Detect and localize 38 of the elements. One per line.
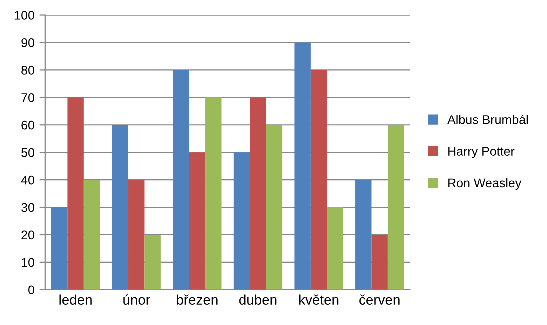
bar <box>68 98 84 290</box>
y-tick-label: 90 <box>22 38 34 48</box>
y-tick-label: 60 <box>22 120 34 130</box>
legend-label: Harry Potter <box>448 147 515 158</box>
y-tick-label: 30 <box>22 203 34 212</box>
bar <box>51 208 68 290</box>
y-tick-label: 100 <box>15 11 34 20</box>
legend-label: Ron Weasley <box>448 178 522 190</box>
bar <box>266 125 283 290</box>
bar <box>250 98 266 290</box>
bar <box>206 98 222 290</box>
y-tick-label: 40 <box>21 176 34 185</box>
bar <box>356 180 372 290</box>
bar <box>310 70 328 290</box>
bar <box>84 180 100 290</box>
bar <box>112 125 129 290</box>
x-tick-label: březen <box>177 294 218 305</box>
y-tick-label: 10 <box>22 258 34 268</box>
legend-label: Albus Brumbál <box>448 114 528 124</box>
bar <box>294 42 311 290</box>
x-tick-label: únor <box>124 294 150 305</box>
y-tick-label: 70 <box>22 93 34 102</box>
bar <box>189 152 206 290</box>
bar <box>173 70 190 290</box>
bar <box>144 234 161 290</box>
x-tick-label: červen <box>360 294 400 305</box>
bar <box>388 125 404 290</box>
y-tick-label: 0 <box>28 286 34 295</box>
x-tick-label: duben <box>240 294 277 305</box>
x-tick-label: květen <box>300 294 339 305</box>
y-tick-label: 50 <box>22 148 34 158</box>
x-tick-label: leden <box>60 294 92 305</box>
bar <box>372 234 388 290</box>
y-tick-label: 80 <box>22 66 34 75</box>
bar <box>128 180 145 290</box>
y-tick-label: 20 <box>22 230 34 240</box>
bar <box>327 208 344 290</box>
bar <box>234 152 250 290</box>
